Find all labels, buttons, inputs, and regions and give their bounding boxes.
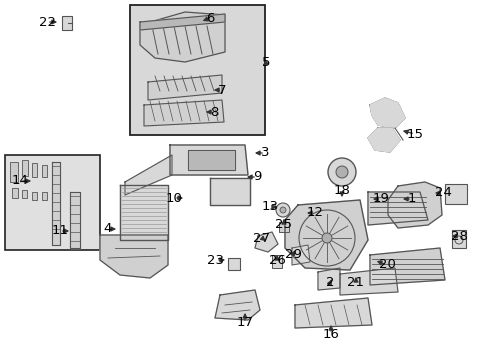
- Text: 24: 24: [434, 186, 450, 199]
- Text: 22: 22: [39, 15, 55, 28]
- Polygon shape: [339, 268, 397, 295]
- Text: 28: 28: [449, 230, 467, 243]
- Bar: [451, 230, 465, 248]
- Text: 14: 14: [12, 175, 28, 188]
- Polygon shape: [291, 245, 309, 265]
- Text: 15: 15: [406, 127, 423, 140]
- Bar: [62, 16, 72, 30]
- Circle shape: [321, 233, 331, 243]
- Polygon shape: [285, 200, 367, 270]
- Circle shape: [275, 203, 289, 217]
- Bar: [279, 222, 288, 232]
- Polygon shape: [367, 128, 399, 152]
- Text: 5: 5: [261, 57, 270, 69]
- Bar: [227, 258, 240, 270]
- Text: 26: 26: [268, 255, 285, 267]
- Circle shape: [280, 207, 285, 213]
- Polygon shape: [143, 100, 224, 126]
- Polygon shape: [148, 75, 222, 100]
- Polygon shape: [187, 150, 235, 170]
- Text: 8: 8: [209, 105, 218, 118]
- Polygon shape: [52, 162, 60, 245]
- Text: 21: 21: [347, 276, 364, 289]
- Bar: [10, 162, 18, 182]
- Circle shape: [327, 158, 355, 186]
- Text: 9: 9: [252, 171, 261, 184]
- Bar: [12, 188, 18, 198]
- Polygon shape: [100, 235, 168, 278]
- Polygon shape: [125, 155, 172, 195]
- Bar: [22, 160, 28, 176]
- Bar: [130, 5, 264, 135]
- Polygon shape: [369, 248, 444, 285]
- Bar: [42, 165, 47, 177]
- Bar: [444, 184, 466, 204]
- Text: 12: 12: [306, 207, 323, 220]
- Text: 27: 27: [253, 231, 270, 244]
- Text: 18: 18: [333, 184, 350, 197]
- Polygon shape: [120, 185, 168, 240]
- Text: 25: 25: [275, 217, 292, 230]
- Text: 23: 23: [207, 253, 224, 266]
- Polygon shape: [369, 98, 404, 128]
- Polygon shape: [387, 182, 441, 228]
- Polygon shape: [317, 268, 339, 290]
- Polygon shape: [209, 178, 249, 205]
- Text: 3: 3: [260, 147, 269, 159]
- Bar: [5, 155, 100, 250]
- Polygon shape: [254, 232, 278, 252]
- Polygon shape: [170, 145, 247, 175]
- Polygon shape: [367, 192, 427, 225]
- Text: 6: 6: [205, 12, 214, 24]
- Polygon shape: [215, 290, 260, 320]
- Text: 1: 1: [407, 193, 415, 206]
- Text: 20: 20: [378, 258, 395, 271]
- Bar: [32, 163, 37, 177]
- Circle shape: [335, 166, 347, 178]
- Text: 17: 17: [236, 316, 253, 329]
- Bar: [22, 190, 27, 198]
- Text: 13: 13: [261, 201, 278, 213]
- Polygon shape: [140, 14, 224, 30]
- Polygon shape: [70, 192, 80, 248]
- Bar: [271, 255, 282, 268]
- Polygon shape: [294, 298, 371, 328]
- Text: 19: 19: [372, 193, 388, 206]
- Bar: [42, 192, 47, 200]
- Text: 16: 16: [322, 328, 339, 341]
- Text: 2: 2: [325, 276, 334, 289]
- Polygon shape: [140, 12, 224, 62]
- Text: 4: 4: [103, 222, 112, 235]
- Text: 7: 7: [217, 84, 226, 96]
- Bar: [32, 192, 37, 200]
- Text: 11: 11: [51, 225, 68, 238]
- Text: 29: 29: [284, 248, 301, 261]
- Text: 10: 10: [165, 192, 182, 204]
